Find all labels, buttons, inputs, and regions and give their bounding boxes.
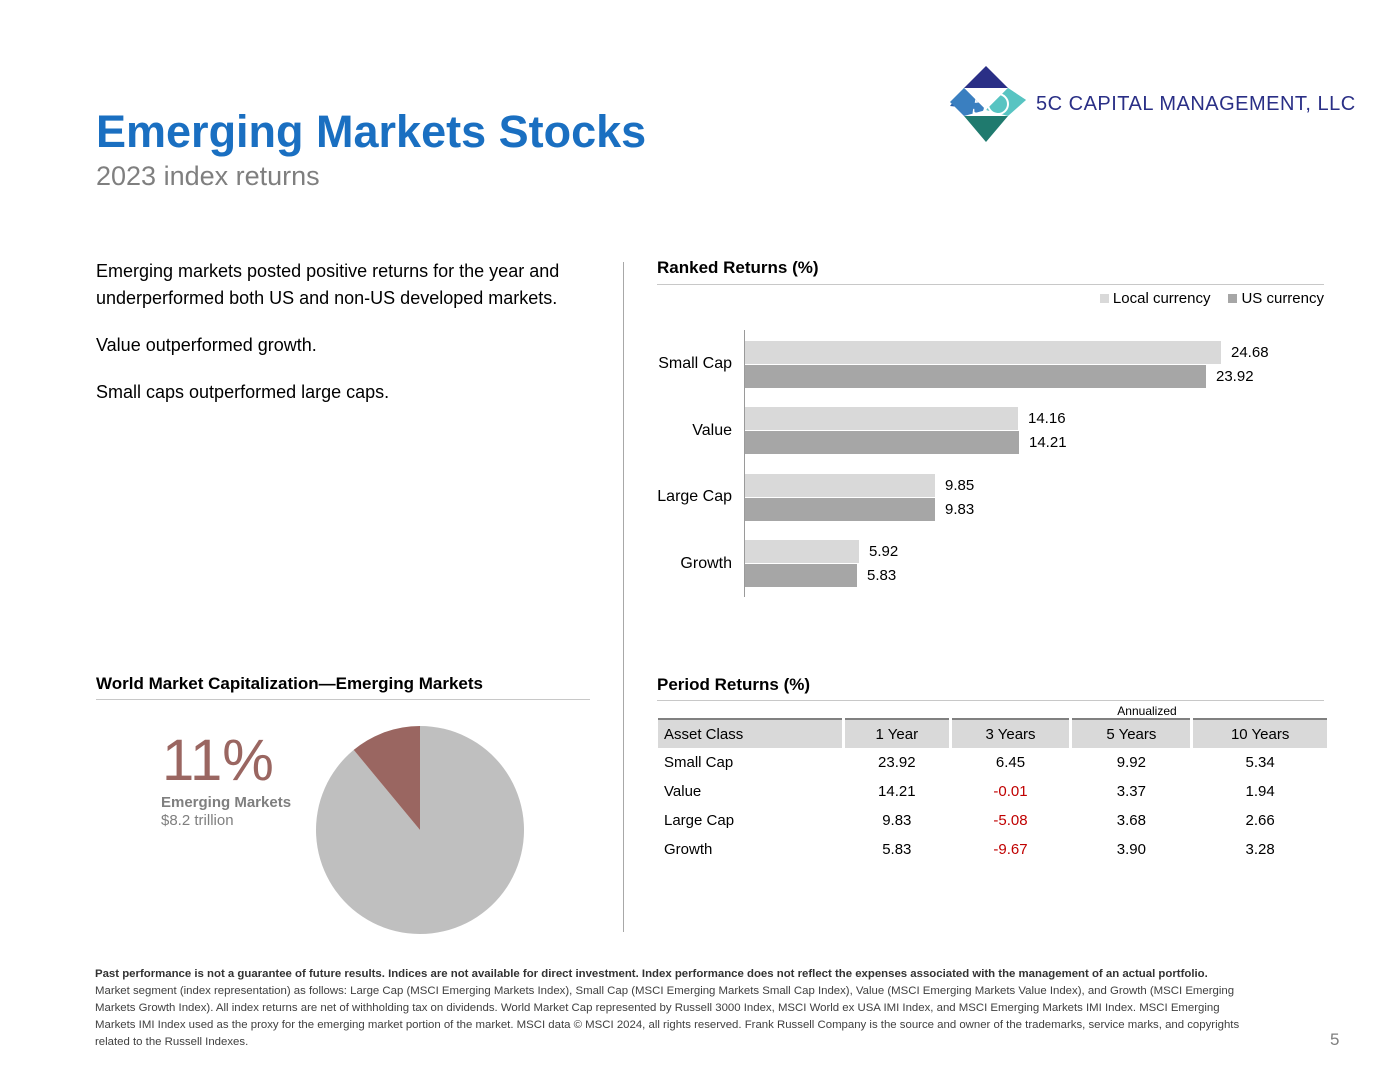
table-cell: 3.68 bbox=[1116, 812, 1146, 829]
table-cell: 3.37 bbox=[1116, 783, 1146, 800]
world-cap-pie bbox=[316, 726, 525, 934]
bar-local-value bbox=[745, 407, 1018, 430]
period-returns-table: Asset Class 1 Year 3 Years 5 Years 10 Ye… bbox=[655, 718, 1330, 864]
legend-swatch-local bbox=[1099, 294, 1109, 303]
table-cell: 1.94 bbox=[1245, 783, 1275, 800]
bar-local-small-cap bbox=[745, 341, 1221, 364]
page-title: Emerging Markets Stocks bbox=[96, 106, 647, 157]
world-cap-heading: World Market Capitalization—Emerging Mar… bbox=[96, 674, 483, 693]
page-subtitle: 2023 index returns bbox=[96, 161, 320, 191]
summary-text: Emerging markets posted positive returns… bbox=[96, 258, 596, 426]
bar-value-label: 14.16 bbox=[1028, 410, 1066, 427]
table-cell: 6.45 bbox=[995, 754, 1026, 771]
summary-line: Emerging markets posted positive returns… bbox=[96, 261, 560, 308]
legend-local: Local currency bbox=[1099, 290, 1211, 307]
table-cell: -9.67 bbox=[993, 841, 1028, 858]
category-label-value: Value bbox=[692, 422, 732, 439]
pie-slice-rest bbox=[316, 726, 525, 934]
table-cell: -5.08 bbox=[993, 812, 1028, 829]
table-cell: Small Cap bbox=[664, 754, 734, 771]
bar-value-label: 24.68 bbox=[1231, 344, 1269, 361]
summary-line: Value outperformed growth. bbox=[96, 335, 317, 355]
table-cell: 2.66 bbox=[1245, 812, 1275, 829]
chart-legend: Local currency US currency bbox=[1060, 290, 1324, 307]
table-cell: Value bbox=[664, 783, 702, 800]
vertical-divider bbox=[623, 262, 624, 932]
table-row: Value 14.21 -0.01 3.37 1.94 bbox=[658, 777, 1327, 806]
column-header: 5 Years bbox=[1072, 718, 1191, 748]
bar-us-small-cap bbox=[745, 365, 1206, 388]
table-cell: 14.21 bbox=[878, 783, 916, 800]
page-number: 5 bbox=[1330, 1030, 1340, 1049]
chart-axis bbox=[744, 330, 745, 597]
table-cell: 5.83 bbox=[882, 841, 912, 858]
legend-swatch-us bbox=[1228, 294, 1238, 303]
bar-us-value bbox=[745, 431, 1019, 454]
bar-value-label: 5.83 bbox=[867, 567, 897, 584]
legend-local-label: Local currency bbox=[1112, 290, 1211, 307]
bar-local-large-cap bbox=[745, 474, 935, 497]
table-row: Large Cap 9.83 -5.08 3.68 2.66 bbox=[658, 806, 1327, 835]
bar-value-label: 5.92 bbox=[869, 543, 899, 560]
column-header: Asset Class bbox=[658, 718, 842, 748]
table-row: Growth 5.83 -9.67 3.90 3.28 bbox=[658, 835, 1327, 864]
em-segment-value: $8.2 trillion bbox=[161, 812, 234, 829]
summary-line: Small caps outperformed large caps. bbox=[96, 382, 390, 402]
table-cell: -0.01 bbox=[993, 783, 1028, 800]
bar-local-growth bbox=[745, 540, 859, 563]
table-cell: 3.90 bbox=[1116, 841, 1146, 858]
em-percent: 11% bbox=[162, 728, 274, 793]
bar-value-label: 14.21 bbox=[1029, 434, 1067, 451]
bar-value-label: 9.83 bbox=[945, 501, 975, 518]
column-header: 10 Years bbox=[1193, 718, 1327, 748]
column-header: 3 Years bbox=[951, 718, 1070, 748]
legend-us-label: US currency bbox=[1241, 290, 1324, 307]
table-cell: 5.34 bbox=[1245, 754, 1275, 771]
bar-us-large-cap bbox=[745, 498, 935, 521]
ranked-heading-rule bbox=[657, 284, 1324, 285]
disclaimer-bold: Past performance is not a guarantee of f… bbox=[95, 968, 1208, 980]
table-header-row: Asset Class 1 Year 3 Years 5 Years 10 Ye… bbox=[658, 718, 1327, 748]
period-returns-heading: Period Returns (%) bbox=[657, 675, 811, 694]
table-cell: Growth bbox=[664, 841, 713, 858]
disclaimer-text: Market segment (index representation) as… bbox=[95, 985, 1240, 1048]
ranked-returns-heading: Ranked Returns (%) bbox=[657, 258, 819, 277]
table-cell: 3.28 bbox=[1245, 841, 1275, 858]
category-label-large-cap: Large Cap bbox=[657, 488, 732, 505]
bar-value-label: 9.85 bbox=[945, 477, 975, 494]
svg-text:5: 5 bbox=[972, 85, 989, 122]
company-logo: 5 bbox=[950, 66, 1026, 142]
company-name: 5C CAPITAL MANAGEMENT, LLC bbox=[1036, 93, 1356, 115]
table-cell: 9.92 bbox=[1116, 754, 1146, 771]
legend-us: US currency bbox=[1228, 290, 1324, 307]
annualized-label: Annualized bbox=[1117, 704, 1177, 718]
category-label-growth: Growth bbox=[680, 555, 732, 572]
table-cell: 9.83 bbox=[882, 812, 912, 829]
column-header: 1 Year bbox=[845, 718, 949, 748]
table-row: Small Cap 23.92 6.45 9.92 5.34 bbox=[658, 748, 1327, 777]
world-cap-heading-rule bbox=[96, 699, 590, 700]
category-label-small-cap: Small Cap bbox=[658, 355, 732, 372]
table-cell: 23.92 bbox=[878, 754, 916, 771]
period-heading-rule bbox=[657, 700, 1324, 701]
pie-slice-emerging-markets bbox=[353, 726, 420, 830]
bar-value-label: 23.92 bbox=[1216, 368, 1254, 385]
table-cell: Large Cap bbox=[664, 812, 735, 829]
em-segment-label: Emerging Markets bbox=[161, 794, 292, 811]
bar-us-growth bbox=[745, 564, 857, 587]
disclaimer-footnote: Past performance is not a guarantee of f… bbox=[95, 966, 1255, 1051]
